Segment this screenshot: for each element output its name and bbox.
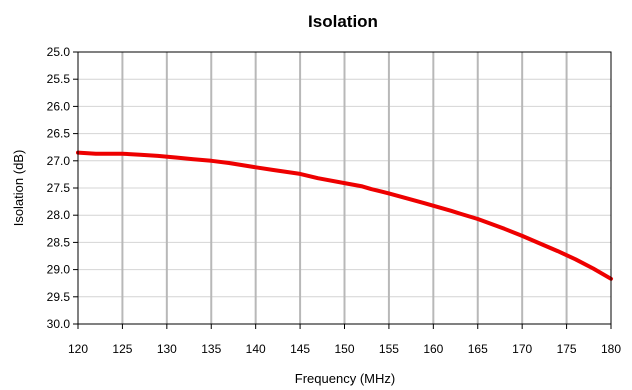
y-tick-label: 28.0 (47, 208, 71, 222)
x-tick-labels: 120 125 130 135 140 145 150 155 160 165 170 175 180 (68, 342, 621, 356)
x-tick-label: 155 (379, 342, 399, 356)
x-tick-label: 150 (334, 342, 354, 356)
plot-frame (77, 51, 612, 325)
y-tick-label: 29.5 (47, 290, 71, 304)
y-tick-labels: 25.0 25.5 26.0 26.5 27.0 27.5 28.0 28.5 29.0 29.5… (47, 45, 71, 331)
y-tick-label: 26.5 (47, 127, 71, 141)
chart-title: Isolation (308, 12, 378, 31)
x-tick-label: 145 (290, 342, 310, 356)
y-tick-label: 25.0 (47, 45, 71, 59)
x-tick-label: 140 (246, 342, 266, 356)
x-axis-title: Frequency (MHz) (295, 371, 395, 386)
axes (73, 51, 612, 329)
x-tick-label: 180 (601, 342, 621, 356)
y-tick-label: 27.5 (47, 181, 71, 195)
grid-lines (78, 52, 611, 324)
y-tick-label: 29.0 (47, 263, 71, 277)
y-tick-label: 28.5 (47, 235, 71, 249)
x-tick-label: 170 (512, 342, 532, 356)
x-tick-label: 160 (423, 342, 443, 356)
y-tick-label: 27.0 (47, 154, 71, 168)
x-tick-label: 120 (68, 342, 88, 356)
y-tick-label: 25.5 (47, 72, 71, 86)
y-axis-title: Isolation (dB) (11, 150, 26, 227)
x-tick-label: 175 (557, 342, 577, 356)
x-tick-label: 135 (201, 342, 221, 356)
x-tick-label: 165 (468, 342, 488, 356)
x-tick-label: 125 (112, 342, 132, 356)
y-tick-label: 26.0 (47, 99, 71, 113)
x-tick-label: 130 (157, 342, 177, 356)
series-layer (76, 150, 613, 281)
y-tick-label: 30.0 (47, 317, 71, 331)
isolation-series-line (76, 150, 613, 281)
